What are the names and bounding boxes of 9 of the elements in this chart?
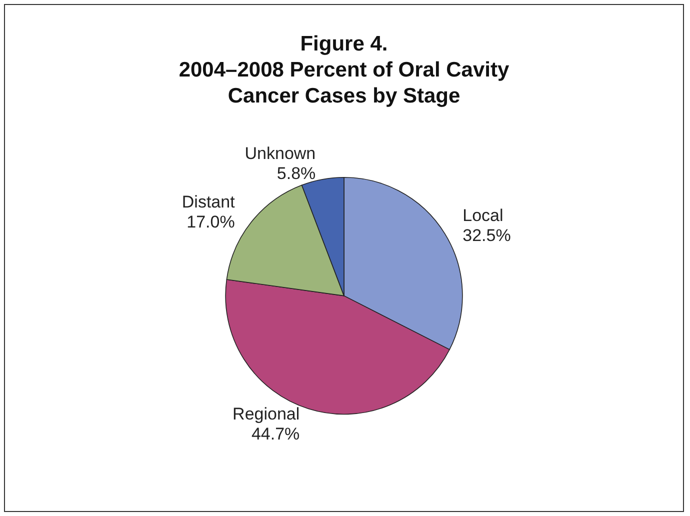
data-label: 17.0%: [186, 212, 235, 232]
slice-label: Unknown: [244, 144, 316, 164]
slice-label: Local: [462, 206, 504, 226]
data-label: 44.7%: [251, 424, 300, 444]
data-label: 5.8%: [276, 164, 316, 184]
slice-label: Regional: [232, 404, 300, 424]
chart-title: Figure 4. 2004–2008 Percent of Oral Cavity Cancer Cases by Stage: [178, 32, 510, 108]
slice-label: Distant: [182, 192, 236, 212]
data-label: 32.5%: [462, 226, 511, 246]
